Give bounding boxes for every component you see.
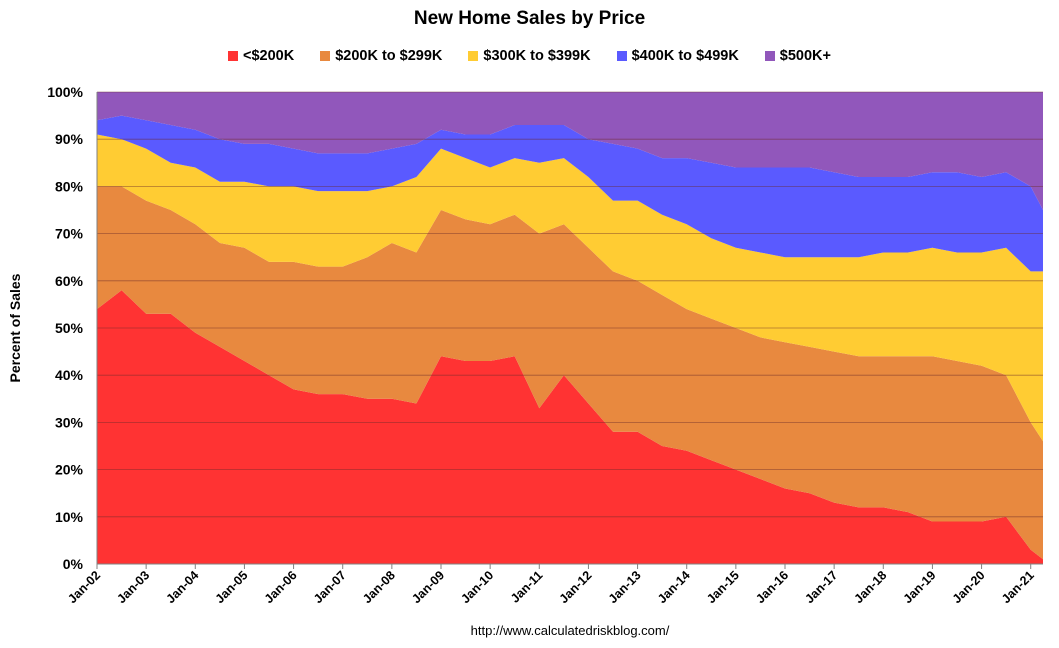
y-tick-label: 90% [55,131,84,147]
legend: <$200K $200K to $299K $300K to $399K $40… [0,48,1059,64]
x-tick-label: Jan-09 [409,568,447,606]
chart-title: New Home Sales by Price [413,8,646,29]
area-series [97,134,1043,442]
x-tick-label: Jan-11 [508,568,545,605]
y-tick-label: 80% [55,178,84,194]
axes [96,92,1043,569]
legend-item: $300K to $399K [468,48,591,64]
x-tick-label: Jan-20 [950,568,988,606]
legend-label: $400K to $499K [631,48,739,64]
legend-label: $500K+ [779,48,831,64]
legend-swatch [227,51,238,61]
legend-item: <$200K [227,48,295,64]
gridlines [97,91,1043,565]
legend-label: <$200K [242,48,295,64]
area-series [97,115,1043,272]
x-tick-label: Jan-19 [901,568,939,606]
area-series [97,92,1043,210]
y-tick-label: 50% [55,320,84,336]
x-tick-label: Jan-04 [163,568,201,606]
area-series [97,290,1043,564]
legend-item: $500K+ [764,48,831,64]
y-tick-label: 70% [55,226,84,242]
x-tick-labels: Jan-02 Jan-03 Jan-04 Jan-05 Jan-06 Jan-07 Jan-… [65,568,1037,606]
area-series [97,186,1043,560]
x-tick-label: Jan-18 [851,568,889,606]
x-tick-label: Jan-17 [802,568,840,606]
legend-item: $200K to $299K [320,48,442,64]
area-layer [97,92,1043,564]
x-tick-label: Jan-15 [704,568,742,606]
y-tick-label: 100% [47,84,83,100]
y-tick-label: 20% [55,462,84,478]
x-tick-label: Jan-03 [114,568,152,606]
legend-label: $300K to $399K [483,48,591,64]
y-tick-label: 30% [55,414,84,430]
x-tick-label: Jan-16 [753,568,791,606]
x-tick-label: Jan-07 [311,568,349,606]
x-tick-label: Jan-02 [65,568,103,606]
y-tick-label: 0% [63,556,84,572]
x-tick-label: Jan-14 [655,568,693,606]
x-tick-label: Jan-10 [458,568,496,606]
x-tick-label: Jan-21 [999,568,1037,606]
y-tick-label: 10% [55,509,84,525]
y-tick-label: 60% [55,273,84,289]
y-tick-label: 40% [55,367,84,383]
legend-swatch [468,51,479,61]
x-tick-label: Jan-08 [360,568,398,606]
legend-item: $400K to $499K [616,48,739,64]
legend-swatch [320,51,331,61]
legend-swatch [764,51,775,61]
x-tick-label: Jan-12 [557,568,595,606]
legend-label: $200K to $299K [335,48,443,64]
y-tick-labels: 0% 10% 20% 30% 40% 50% 60% 70% 80% 90% 100% [47,84,83,572]
x-tick-label: Jan-06 [262,568,300,606]
legend-swatch [616,51,627,61]
x-tick-label: Jan-13 [606,568,644,606]
source-url: http://www.calculatedriskblog.com/ [470,623,670,638]
x-tick-label: Jan-05 [213,568,251,606]
